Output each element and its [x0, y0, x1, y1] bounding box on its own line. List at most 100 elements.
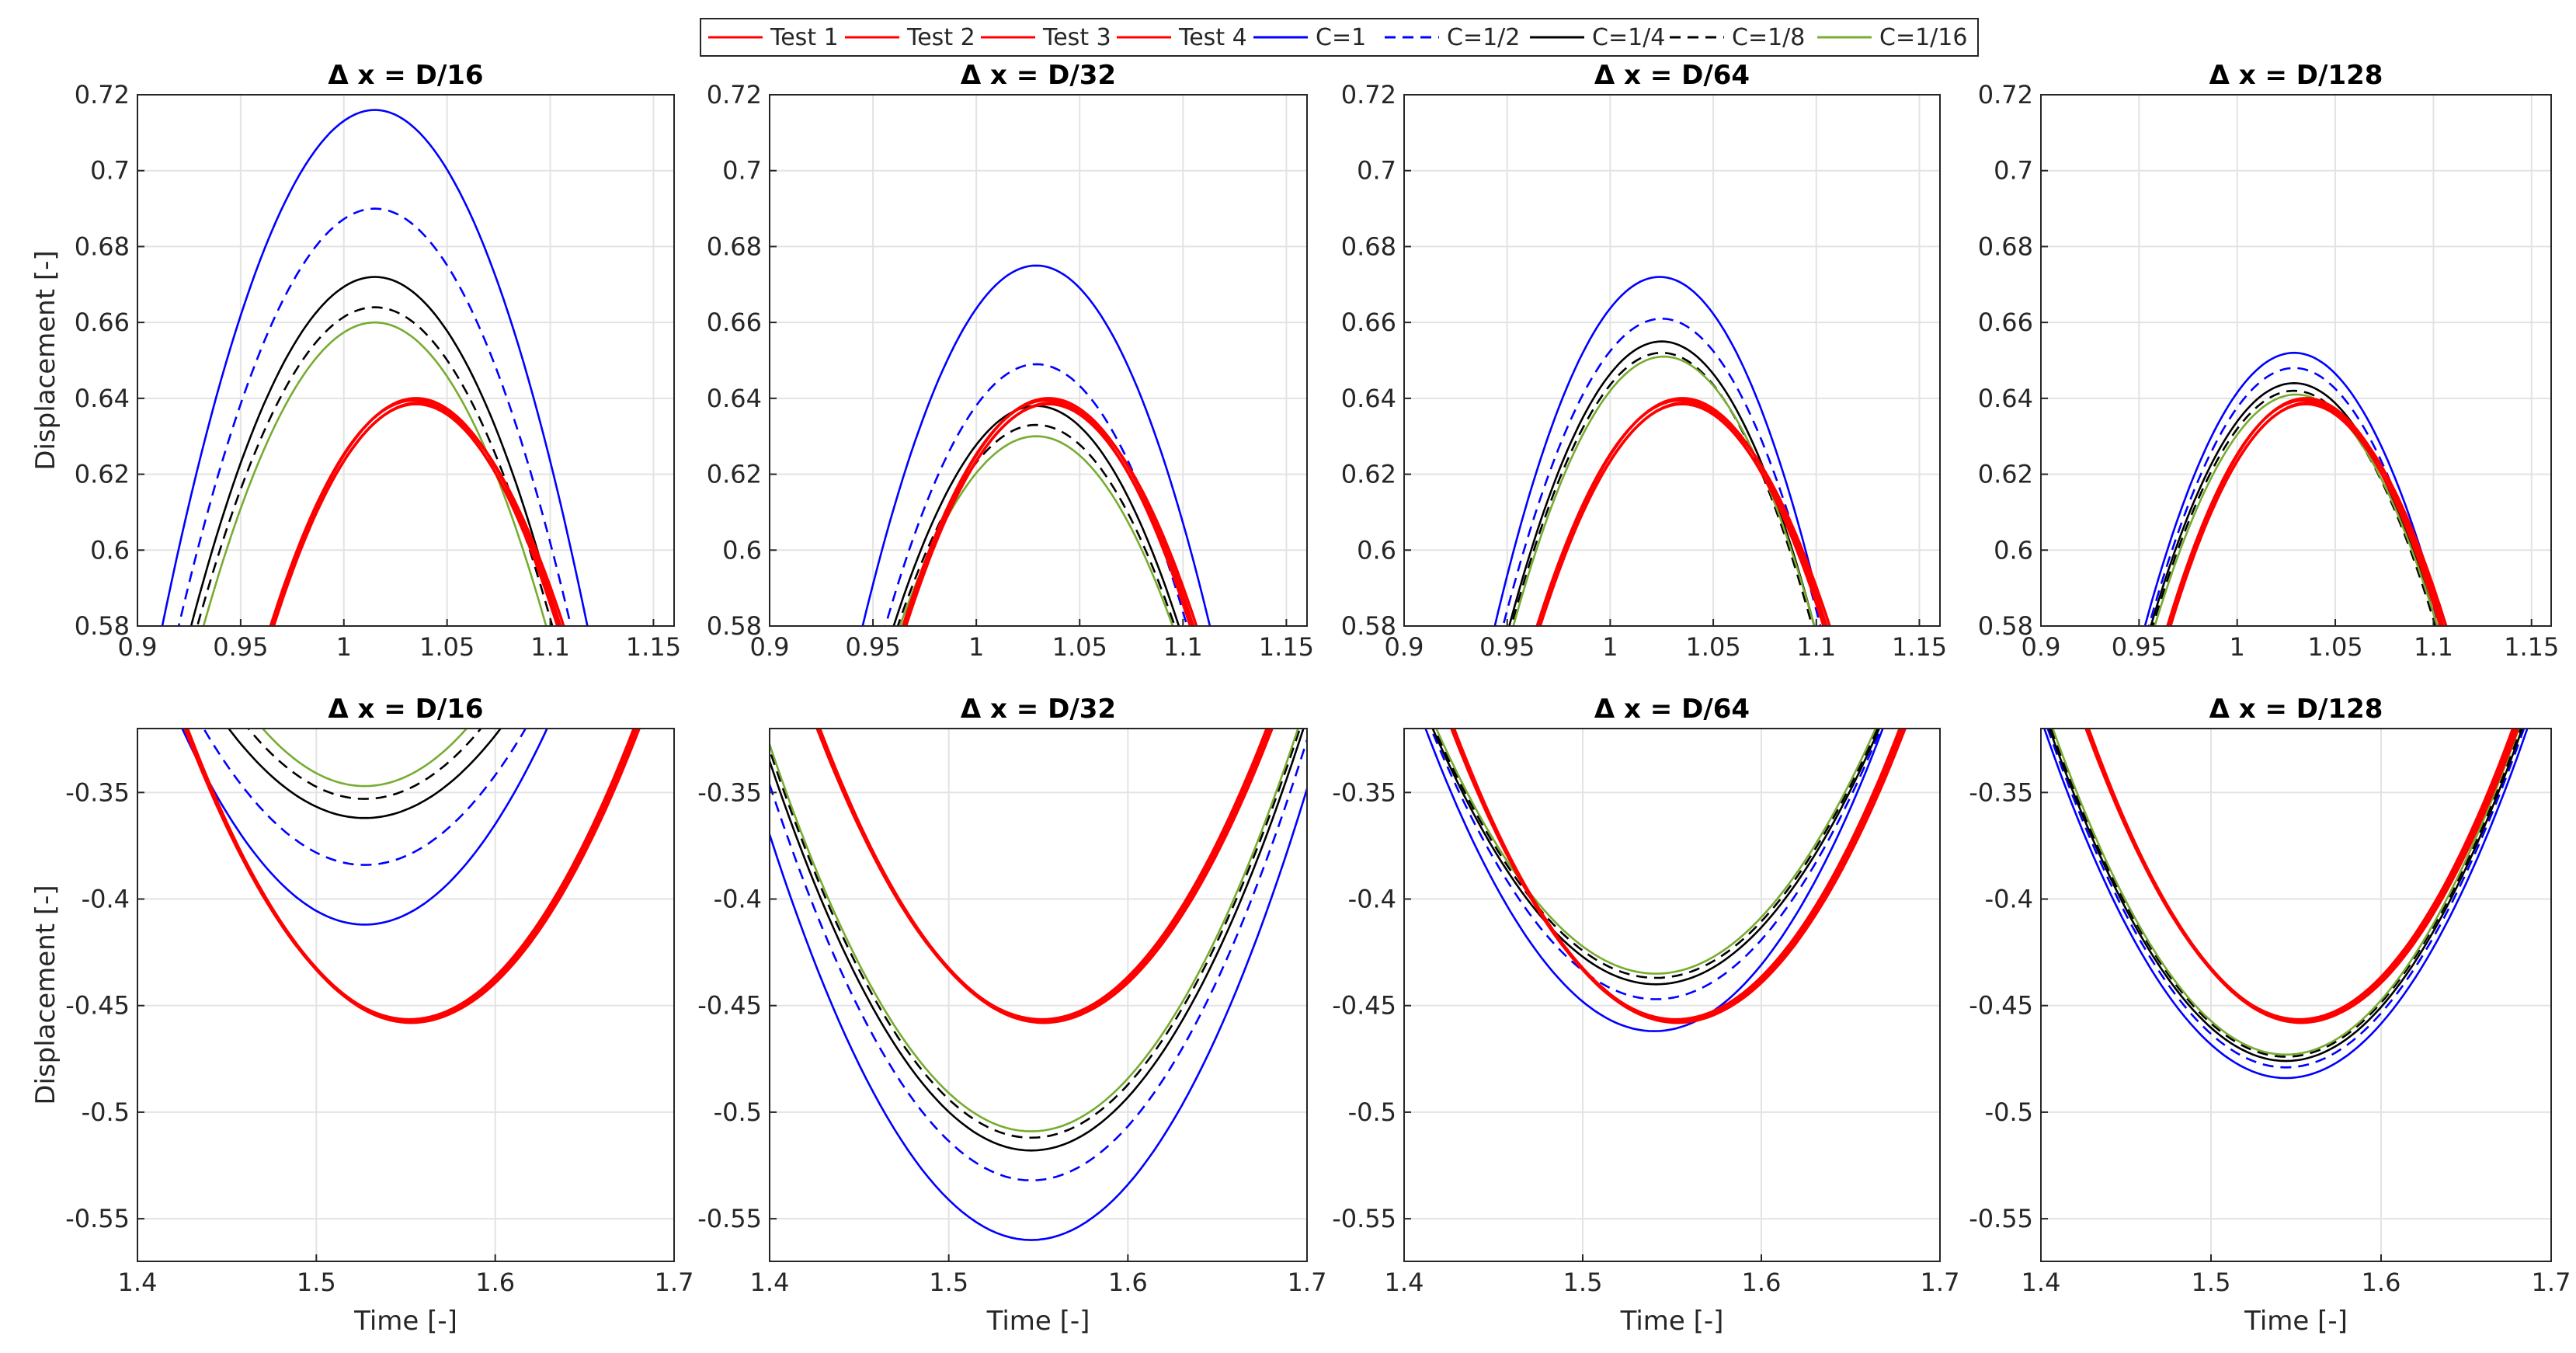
panel-title: Δ x = D/64 [1594, 694, 1750, 725]
y-tick-label: -0.35 [1969, 777, 2033, 807]
legend-entry-c-1-8: C=1/8 [1670, 24, 1805, 51]
panel-title: Δ x = D/64 [1594, 60, 1750, 91]
series-line-c-1-16 [202, 321, 548, 626]
series-line-c-1-8 [196, 306, 554, 626]
legend-label: Test 4 [1178, 24, 1247, 51]
x-axis-label: Time [-] [353, 1306, 457, 1337]
y-tick-label: -0.55 [65, 1204, 130, 1233]
y-tick-label: -0.35 [65, 777, 130, 807]
legend-entry-test-1: Test 1 [708, 24, 839, 51]
legend-label: Test 3 [1042, 24, 1111, 51]
series-line-c-1-2 [1430, 729, 1882, 1000]
series-line-test-4 [904, 402, 1193, 626]
series-line-c-1-4 [189, 276, 560, 626]
tick-labels: 1.4 1.5 1.6 1.7 -0.55 -0.5 -0.45 -0.4 -0.35 [697, 777, 1326, 1297]
panel-title: Δ x = D/32 [961, 60, 1116, 91]
tick-labels: 1.4 1.5 1.6 1.7 -0.55 -0.5 -0.45 -0.4 -0.35 [1969, 777, 2571, 1297]
y-tick-label: -0.45 [1969, 991, 2033, 1021]
y-tick-label: -0.35 [697, 777, 762, 807]
y-tick-label: 0.68 [1341, 231, 1396, 261]
x-axis-label: Time [-] [2244, 1306, 2348, 1337]
y-tick-label: 0.58 [75, 611, 130, 641]
y-tick-label: -0.5 [1348, 1097, 1396, 1127]
series-line-c-1 [2143, 351, 2445, 626]
axes-frame [1403, 94, 1941, 627]
x-tick-label: 1.1 [2414, 632, 2453, 662]
y-tick-label: 0.72 [1341, 80, 1396, 110]
x-tick-label: 1.4 [2022, 1268, 2061, 1297]
legend-entry-c-1: C=1 [1253, 24, 1366, 51]
series-line-test-4 [818, 729, 1270, 1024]
x-tick-label: 1.1 [530, 632, 570, 662]
gridlines [137, 729, 675, 1261]
x-tick-label: 1.5 [1563, 1268, 1603, 1297]
series-line-c-1-2 [770, 736, 1307, 1182]
series-line-c-1-4 [770, 729, 1305, 1152]
x-tick-label: 1 [336, 632, 352, 662]
x-tick-label: 1.5 [929, 1268, 968, 1297]
x-tick-label: 0.95 [2112, 632, 2167, 662]
x-tick-label: 0.95 [845, 632, 900, 662]
y-tick-label: 0.58 [1341, 611, 1396, 641]
y-tick-label: 0.64 [1978, 384, 2033, 413]
series-line-test-2 [1450, 729, 1902, 1021]
series-line-test-2 [183, 729, 636, 1021]
y-tick-label: 0.7 [90, 156, 130, 186]
series-line-c-1-4 [1431, 729, 1881, 986]
legend-label: C=1/8 [1732, 24, 1805, 51]
tick-labels: 0.9 0.95 1 1.05 1.1 1.15 0.58 0.6 0.62 0.64 0.66 0.… [75, 80, 681, 662]
series-group [161, 109, 589, 626]
panel-bottom-4: 1.4 1.5 1.6 1.7 -0.55 -0.5 -0.45 -0.4 -0.35 Δ x =… [1969, 694, 2571, 1337]
y-tick-label: 0.64 [707, 384, 762, 413]
panel-title: Δ x = D/16 [328, 60, 483, 91]
gridlines [2040, 94, 2551, 627]
y-tick-label: -0.5 [714, 1097, 762, 1127]
y-tick-label: 0.7 [1994, 156, 2033, 186]
x-tick-label: 1.4 [750, 1268, 790, 1297]
y-tick-label: 0.72 [1978, 80, 2033, 110]
panel-top-3: 0.9 0.95 1 1.05 1.1 1.15 0.58 0.6 0.62 0.64 0.66 0.… [1341, 60, 1947, 662]
x-tick-label: 1 [1602, 632, 1618, 662]
x-tick-label: 1.15 [1259, 632, 1314, 662]
x-tick-label: 1.05 [1685, 632, 1740, 662]
series-line-c-1 [1424, 729, 1884, 1032]
panel-title: Δ x = D/128 [2209, 694, 2383, 725]
y-tick-label: 0.68 [75, 231, 130, 261]
x-tick-label: 1.15 [626, 632, 681, 662]
x-tick-label: 1.05 [2307, 632, 2362, 662]
y-tick-label: 0.7 [722, 156, 762, 186]
y-tick-label: 0.64 [1341, 384, 1396, 413]
x-tick-label: 1.6 [1108, 1268, 1148, 1297]
y-tick-label: 0.68 [1978, 231, 2033, 261]
y-tick-label: -0.5 [1985, 1097, 2033, 1127]
gridlines [769, 94, 1307, 627]
series-line-c-1-16 [770, 729, 1299, 1132]
x-tick-label: 1.1 [1796, 632, 1836, 662]
series-line-c-1-8 [770, 729, 1302, 1139]
series-line-c-1 [770, 785, 1307, 1241]
y-tick-label: 0.66 [1341, 308, 1396, 337]
legend-label: Test 1 [770, 24, 839, 51]
axes-frame [1403, 728, 1941, 1262]
axes-frame [137, 94, 675, 627]
series-line-test-4 [2087, 729, 2515, 1024]
x-tick-label: 1.15 [1892, 632, 1947, 662]
legend-label: C=1/4 [1592, 24, 1665, 51]
y-tick-label: 0.68 [707, 231, 762, 261]
series-line-c-1 [1493, 276, 1826, 626]
series-line-test-4 [272, 402, 561, 626]
legend-label: C=1 [1316, 24, 1366, 51]
series-line-test-2 [2166, 398, 2442, 626]
x-tick-label: 1.7 [655, 1268, 694, 1297]
x-axis-label: Time [-] [1620, 1306, 1724, 1337]
tick-labels: 0.9 0.95 1 1.05 1.1 1.15 0.58 0.6 0.62 0.64 0.66 0.… [707, 80, 1314, 662]
series-line-test-2 [1535, 398, 1825, 626]
panel-top-2: 0.9 0.95 1 1.05 1.1 1.15 0.58 0.6 0.62 0.64 0.66 0.… [707, 60, 1314, 662]
y-tick-label: 0.7 [1357, 156, 1396, 186]
x-tick-label: 1.7 [1288, 1268, 1327, 1297]
panel-title: Δ x = D/32 [961, 694, 1116, 725]
legend-entry-c-1-2: C=1/2 [1385, 24, 1520, 51]
legend-box [700, 18, 1979, 57]
y-tick-label: 0.62 [75, 460, 130, 489]
